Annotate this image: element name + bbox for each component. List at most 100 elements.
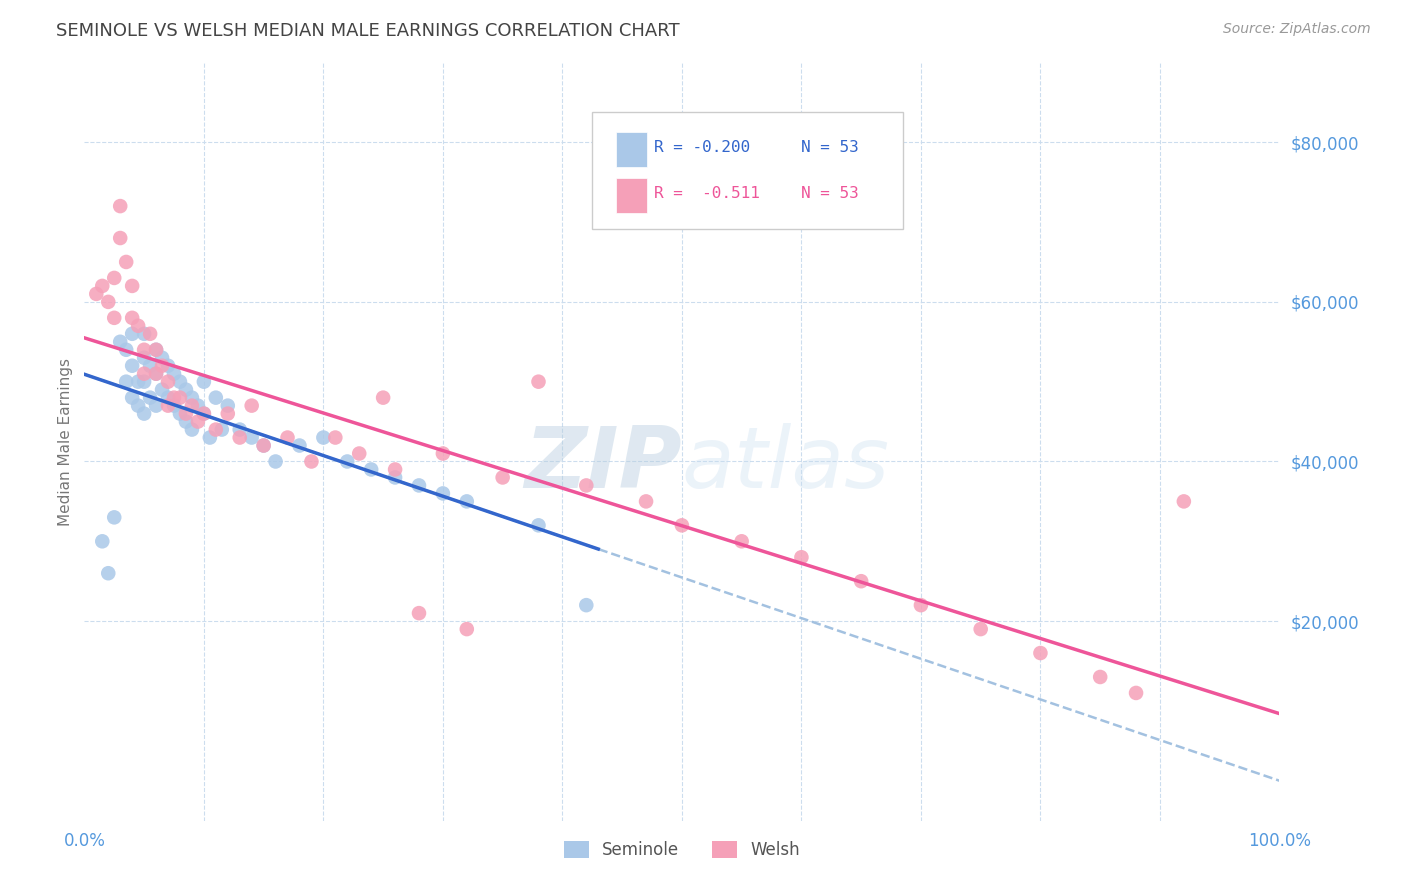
Point: [211, 423, 233, 437]
Point: [527, 375, 550, 389]
Point: [456, 622, 478, 636]
Point: [910, 598, 932, 612]
Point: [187, 415, 209, 429]
Point: [145, 367, 167, 381]
Point: [121, 359, 143, 373]
Point: [240, 399, 263, 413]
Point: [163, 399, 186, 413]
Point: [575, 598, 598, 612]
Text: R =  -0.511: R = -0.511: [654, 186, 761, 201]
Point: [384, 470, 406, 484]
Point: [851, 574, 873, 589]
Point: [205, 391, 228, 405]
Point: [432, 446, 454, 460]
Point: [132, 375, 156, 389]
Point: [145, 399, 167, 413]
Point: [115, 255, 138, 269]
Point: [121, 391, 143, 405]
Point: [121, 326, 143, 341]
Point: [132, 407, 156, 421]
Point: [86, 286, 108, 301]
Point: [360, 462, 382, 476]
Point: [157, 391, 180, 405]
Point: [790, 550, 813, 565]
Point: [169, 407, 191, 421]
Point: [301, 454, 323, 468]
Point: [150, 351, 173, 365]
Point: [174, 383, 197, 397]
FancyBboxPatch shape: [616, 132, 647, 167]
Point: [163, 391, 186, 405]
Point: [97, 294, 120, 309]
Point: [253, 438, 276, 452]
Point: [103, 271, 125, 285]
Point: [132, 326, 156, 341]
Point: [253, 438, 276, 452]
Point: [91, 534, 114, 549]
Point: [174, 407, 197, 421]
Text: N = 53: N = 53: [801, 186, 859, 201]
Point: [312, 431, 335, 445]
Point: [198, 431, 221, 445]
Point: [110, 199, 132, 213]
Point: [456, 494, 478, 508]
Point: [527, 518, 550, 533]
Point: [970, 622, 993, 636]
Point: [432, 486, 454, 500]
Point: [408, 478, 430, 492]
Point: [636, 494, 658, 508]
Point: [115, 343, 138, 357]
Point: [121, 310, 143, 325]
Point: [127, 375, 149, 389]
Point: [169, 391, 191, 405]
Point: [384, 462, 406, 476]
Point: [240, 431, 263, 445]
Point: [163, 367, 186, 381]
Point: [115, 375, 138, 389]
Text: SEMINOLE VS WELSH MEDIAN MALE EARNINGS CORRELATION CHART: SEMINOLE VS WELSH MEDIAN MALE EARNINGS C…: [56, 22, 681, 40]
Text: N = 53: N = 53: [801, 140, 859, 155]
Point: [110, 334, 132, 349]
Point: [157, 399, 180, 413]
Point: [349, 446, 371, 460]
Point: [150, 383, 173, 397]
Point: [1090, 670, 1112, 684]
Point: [97, 566, 120, 581]
Point: [145, 343, 167, 357]
Point: [575, 478, 598, 492]
Text: Source: ZipAtlas.com: Source: ZipAtlas.com: [1223, 22, 1371, 37]
Point: [174, 415, 197, 429]
Point: [492, 470, 515, 484]
FancyBboxPatch shape: [592, 112, 903, 229]
Point: [193, 375, 215, 389]
Point: [121, 279, 143, 293]
Point: [408, 606, 430, 620]
Point: [217, 399, 239, 413]
Point: [264, 454, 287, 468]
Legend: Seminole, Welsh: Seminole, Welsh: [557, 834, 807, 865]
Point: [181, 399, 204, 413]
Point: [132, 351, 156, 365]
Point: [181, 391, 204, 405]
Point: [139, 391, 162, 405]
Y-axis label: Median Male Earnings: Median Male Earnings: [58, 358, 73, 525]
Point: [103, 310, 125, 325]
Point: [181, 423, 204, 437]
FancyBboxPatch shape: [616, 178, 647, 213]
Point: [288, 438, 311, 452]
Point: [217, 407, 239, 421]
Point: [229, 423, 252, 437]
Point: [157, 375, 180, 389]
Text: atlas: atlas: [682, 423, 890, 506]
Point: [277, 431, 299, 445]
Point: [1125, 686, 1147, 700]
Point: [132, 367, 156, 381]
Point: [325, 431, 347, 445]
Point: [91, 279, 114, 293]
Point: [193, 407, 215, 421]
Point: [205, 423, 228, 437]
Point: [731, 534, 754, 549]
Point: [145, 343, 167, 357]
Point: [145, 367, 167, 381]
Point: [187, 399, 209, 413]
